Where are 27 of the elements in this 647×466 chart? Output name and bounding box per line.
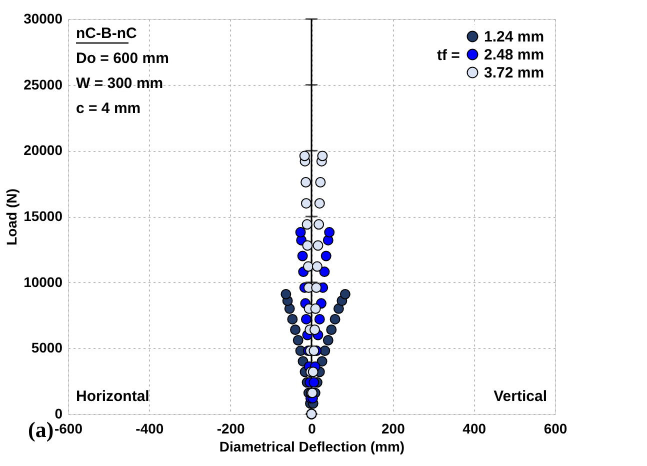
- legend-label: 3.72 mm: [484, 64, 544, 82]
- legend-label: 1.24 mm: [484, 28, 544, 46]
- annotation: c = 4 mm: [76, 100, 141, 117]
- text: (a): [28, 417, 54, 442]
- x-tick-label: 400: [462, 420, 486, 436]
- x-axis-title: Diametrical Deflection (mm): [219, 438, 405, 454]
- y-axis-title: Load (N): [4, 188, 20, 246]
- x-tick-label: 0: [308, 420, 316, 436]
- x-tick-label: -600: [54, 420, 83, 436]
- y-tick-label: 20000: [24, 142, 63, 158]
- annotation: Horizontal: [76, 388, 150, 405]
- y-tick-label: 25000: [24, 76, 63, 92]
- annotation: Do = 600 mm: [76, 50, 169, 67]
- x-tick-label: 600: [544, 420, 568, 436]
- annotation: Vertical: [494, 388, 547, 405]
- y-tick-label: 30000: [24, 10, 63, 26]
- y-tick-label: 10000: [24, 274, 63, 290]
- x-tick-label: 200: [381, 420, 406, 436]
- y-tick-label: 0: [54, 406, 63, 422]
- legend-title: tf =: [437, 47, 460, 64]
- x-tick-label: -200: [216, 420, 246, 436]
- y-tick-label: 5000: [31, 340, 63, 356]
- y-tick-label: 15000: [24, 208, 63, 224]
- legend-label: 2.48 mm: [484, 46, 544, 64]
- annotation: nC-B-nC: [76, 25, 137, 42]
- x-tick-label: -400: [136, 420, 164, 436]
- annotation: W = 300 mm: [76, 75, 164, 92]
